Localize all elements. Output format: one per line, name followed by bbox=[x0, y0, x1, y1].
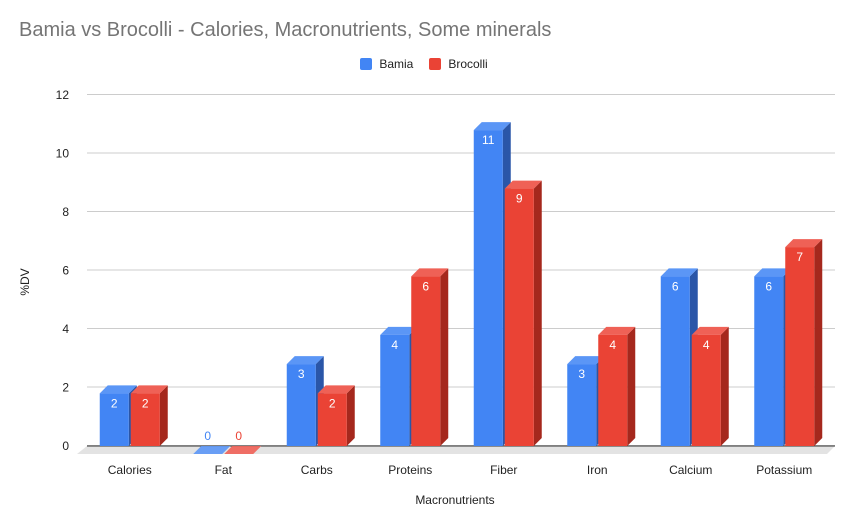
bar-face bbox=[317, 393, 347, 446]
y-tick-label: 8 bbox=[62, 205, 69, 219]
data-label: 6 bbox=[422, 279, 429, 293]
x-tick-label: Fiber bbox=[490, 463, 517, 477]
x-tick-label: Carbs bbox=[301, 463, 333, 477]
x-tick-label: Calcium bbox=[669, 463, 712, 477]
bar-face bbox=[286, 364, 316, 446]
bars: 2 2 0 0 3 2 4 6 11 9 3 4 6 4 6 7 bbox=[99, 122, 823, 454]
x-axis-ticks: Calories Fat Carbs Proteins Fiber Iron Calcium… bbox=[108, 463, 813, 477]
bar-side bbox=[440, 268, 449, 446]
bar-face bbox=[598, 334, 628, 446]
bar-face bbox=[99, 393, 129, 446]
bar-face bbox=[567, 364, 597, 446]
bar-brocolli-iron: 4 bbox=[598, 326, 636, 446]
y-tick-label: 4 bbox=[62, 322, 69, 336]
bar-top bbox=[130, 385, 168, 394]
bar-side bbox=[627, 326, 636, 446]
data-label: 4 bbox=[391, 338, 398, 352]
data-label: 4 bbox=[609, 338, 616, 352]
bar-brocolli-calories: 2 bbox=[130, 385, 168, 446]
data-label: 2 bbox=[142, 396, 149, 410]
bar-side bbox=[720, 326, 729, 446]
x-tick-label: Fat bbox=[215, 463, 233, 477]
data-label: 11 bbox=[482, 133, 495, 147]
x-tick-label: Iron bbox=[587, 463, 608, 477]
bar-top bbox=[411, 268, 449, 277]
y-tick-label: 10 bbox=[56, 147, 70, 161]
bar-side bbox=[814, 239, 823, 446]
legend-label-bamia: Bamia bbox=[379, 57, 414, 71]
bar-face bbox=[473, 130, 503, 446]
data-label: 2 bbox=[329, 396, 336, 410]
data-label: 9 bbox=[516, 192, 523, 206]
bar-face bbox=[785, 247, 815, 446]
bar-brocolli-fat: 0 bbox=[224, 429, 262, 454]
legend-label-brocolli: Brocolli bbox=[448, 57, 488, 71]
bar-top bbox=[785, 239, 823, 248]
y-tick-label: 2 bbox=[62, 381, 69, 395]
bar-top bbox=[691, 326, 729, 335]
bar-side bbox=[346, 385, 355, 446]
bar-brocolli-carbs: 2 bbox=[317, 385, 355, 446]
bar-top bbox=[598, 326, 636, 335]
bar-side bbox=[159, 385, 168, 446]
y-axis-label: %DV bbox=[18, 268, 32, 295]
data-label: 0 bbox=[204, 429, 211, 443]
y-tick-label: 0 bbox=[62, 439, 69, 453]
bar-top bbox=[224, 446, 262, 454]
bar-top bbox=[660, 268, 698, 277]
legend: Bamia Brocolli bbox=[0, 57, 848, 71]
y-tick-label: 6 bbox=[62, 264, 69, 278]
data-label: 3 bbox=[298, 367, 305, 381]
bar-brocolli-proteins: 6 bbox=[411, 268, 449, 446]
bar-top bbox=[317, 385, 355, 394]
data-label: 4 bbox=[703, 338, 710, 352]
legend-item-bamia[interactable]: Bamia bbox=[360, 57, 413, 71]
bar-face bbox=[411, 276, 441, 446]
bar-top bbox=[380, 326, 418, 335]
bar-face bbox=[130, 393, 160, 446]
bar-face bbox=[660, 276, 690, 446]
data-label: 7 bbox=[796, 250, 803, 264]
bar-brocolli-fiber: 9 bbox=[504, 180, 542, 446]
bar-face bbox=[380, 334, 410, 446]
bar-side bbox=[533, 180, 542, 446]
data-label: 2 bbox=[111, 396, 118, 410]
legend-item-brocolli[interactable]: Brocolli bbox=[429, 57, 488, 71]
x-tick-label: Proteins bbox=[388, 463, 432, 477]
y-tick-label: 12 bbox=[56, 88, 70, 102]
chart-title: Bamia vs Brocolli - Calories, Macronutri… bbox=[19, 19, 552, 41]
bar-top bbox=[286, 356, 324, 365]
bar-top bbox=[754, 268, 792, 277]
x-axis-label: Macronutrients bbox=[415, 493, 494, 507]
data-label: 6 bbox=[672, 279, 679, 293]
bar-face bbox=[754, 276, 784, 446]
bar-brocolli-potassium: 7 bbox=[785, 239, 823, 446]
bar-bamia-fat: 0 bbox=[193, 429, 231, 454]
data-label: 0 bbox=[235, 429, 242, 443]
floor-plane bbox=[77, 446, 835, 454]
x-tick-label: Potassium bbox=[756, 463, 812, 477]
bar-top bbox=[567, 356, 605, 365]
bar-face bbox=[504, 188, 534, 446]
bar-top bbox=[99, 385, 137, 394]
bar-brocolli-calcium: 4 bbox=[691, 326, 729, 446]
data-label: 6 bbox=[765, 279, 772, 293]
y-axis-ticks: 0 2 4 6 8 10 12 bbox=[56, 88, 70, 453]
x-tick-label: Calories bbox=[108, 463, 152, 477]
legend-swatch-bamia bbox=[360, 58, 373, 70]
bar-top bbox=[193, 446, 231, 454]
bar-top bbox=[504, 180, 542, 189]
chart-floor bbox=[77, 445, 835, 454]
data-label: 3 bbox=[578, 367, 585, 381]
bar-face bbox=[691, 334, 721, 446]
legend-swatch-brocolli bbox=[429, 58, 442, 70]
bar-top bbox=[473, 122, 511, 131]
